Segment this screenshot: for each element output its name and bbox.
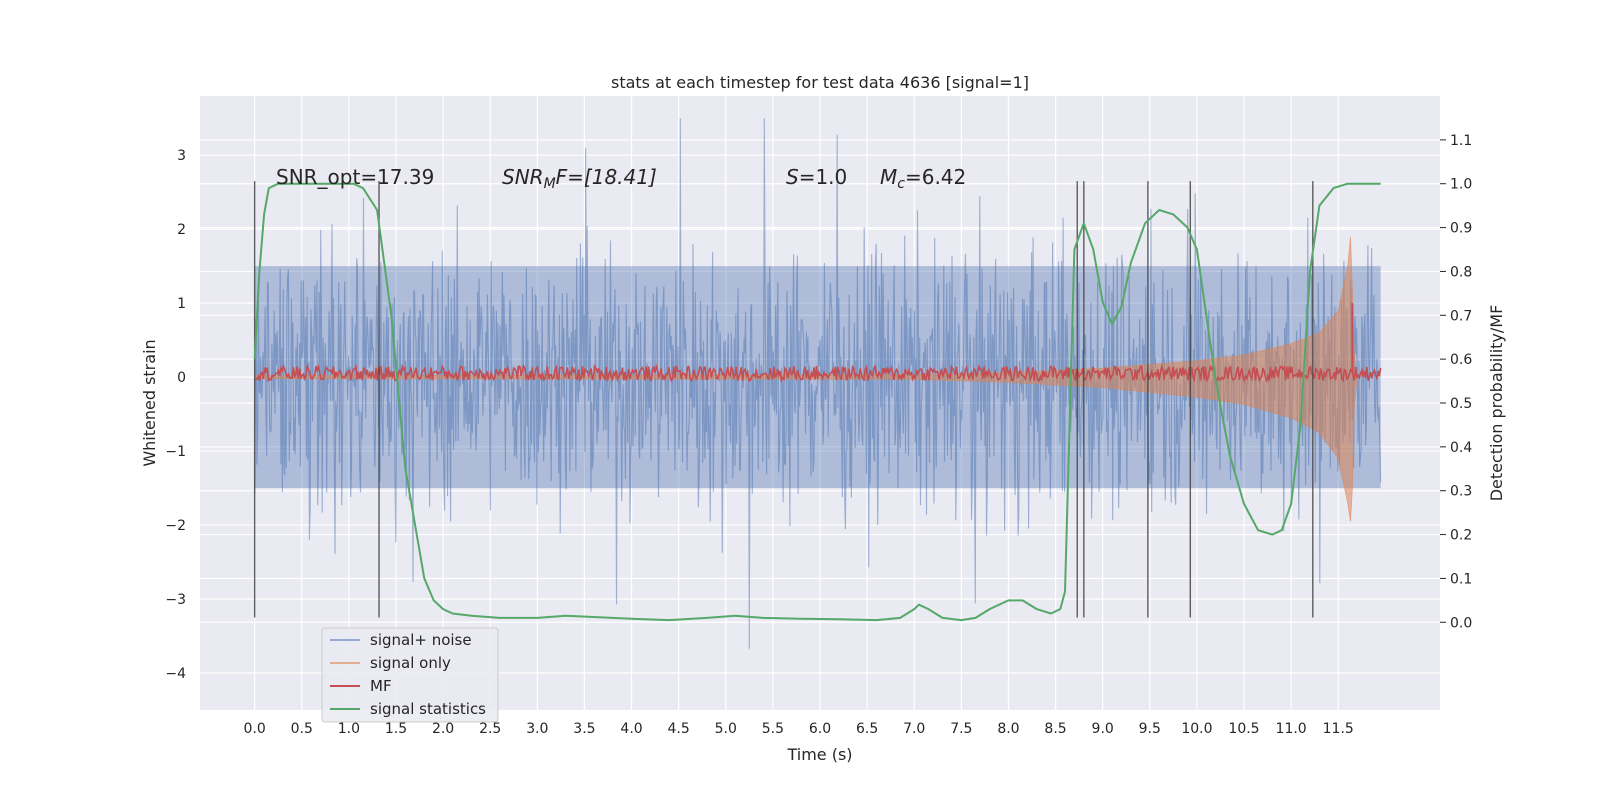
series-signal-noise-line — [254, 118, 1382, 649]
y-tick-label: −1 — [165, 444, 186, 460]
y-tick-label: 2 — [177, 222, 186, 238]
x-tick-label: 9.0 — [1092, 721, 1114, 737]
y2-tick-label: 1.0 — [1450, 177, 1472, 193]
series-signal-only-envelope — [254, 236, 1358, 522]
legend-label-signal-noise: signal+ noise — [370, 631, 472, 649]
y2-tick-label: 1.1 — [1450, 133, 1472, 149]
y2-tick-labels: 0.0 0.1 0.2 0.3 0.4 0.5 0.6 0.7 0.8 0.9 1.0 1.1 — [1440, 133, 1472, 631]
y-axis-label: Whitened strain — [140, 339, 159, 466]
legend-label-signal-only: signal only — [370, 654, 451, 672]
annotation-snr-opt: SNR_opt=17.39 — [276, 165, 434, 189]
y-tick-label: 1 — [177, 296, 186, 312]
x-tick-label: 5.0 — [715, 721, 737, 737]
series-signal-statistics-line — [253, 182, 1381, 622]
legend-label-mf: MF — [370, 677, 392, 695]
annotation-mc: Mc=6.42 — [880, 165, 966, 192]
y2-tick-label: 0.8 — [1450, 264, 1472, 280]
x-tick-label: 3.0 — [526, 721, 548, 737]
y-tick-label: −4 — [165, 666, 186, 682]
x-tick-label: 6.0 — [809, 721, 831, 737]
x-tick-label: 7.5 — [950, 721, 972, 737]
y2-tick-label: 0.3 — [1450, 484, 1472, 500]
data-layer — [253, 118, 1382, 649]
y2-tick-label: 0.0 — [1450, 615, 1472, 631]
y2-tick-label: 0.7 — [1450, 308, 1472, 324]
x-tick-label: 4.5 — [668, 721, 690, 737]
x-tick-label: 4.0 — [620, 721, 642, 737]
x-tick-label: 3.5 — [573, 721, 595, 737]
x-tick-label: 11.0 — [1276, 721, 1307, 737]
x-tick-label: 5.5 — [762, 721, 784, 737]
x-tick-label: 1.0 — [338, 721, 360, 737]
legend-label-signal-statistics: signal statistics — [370, 700, 486, 718]
annotations: SNR_opt=17.39 SNRMF=[18.41] S=1.0 Mc=6.4… — [276, 165, 966, 192]
x-tick-labels: 0.0 0.5 1.0 1.5 2.0 2.5 3.0 3.5 4.0 4.5 5.0 5.5 6.0 6… — [244, 721, 1354, 737]
y-tick-label: 0 — [177, 370, 186, 386]
y2-tick-label: 0.4 — [1450, 440, 1472, 456]
y2-axis-label: Detection probability/MF — [1487, 305, 1506, 502]
y2-tick-label: 0.5 — [1450, 396, 1472, 412]
annotation-s: S=1.0 — [786, 165, 847, 189]
x-tick-label: 0.5 — [291, 721, 313, 737]
legend-box — [321, 627, 499, 723]
x-tick-label: 10.5 — [1228, 721, 1259, 737]
y2-tick-label: 0.6 — [1450, 352, 1472, 368]
annotation-snr-mf: SNRMF=[18.41] — [502, 165, 657, 192]
legend: signal+ noise signal only MF signal stat… — [321, 627, 499, 723]
series-mf-line — [254, 363, 1382, 384]
x-tick-label: 6.5 — [856, 721, 878, 737]
x-tick-label: 10.0 — [1181, 721, 1212, 737]
y2-tick-label: 0.9 — [1450, 221, 1472, 237]
x-tick-label: 8.5 — [1044, 721, 1066, 737]
x-tick-label: 1.5 — [385, 721, 407, 737]
y-tick-label: −2 — [165, 518, 186, 534]
y-tick-label: −3 — [165, 592, 186, 608]
x-axis-label: Time (s) — [786, 745, 852, 764]
chart-title: stats at each timestep for test data 463… — [611, 73, 1029, 92]
y2-tick-label: 0.2 — [1450, 528, 1472, 544]
x-tick-label: 7.0 — [903, 721, 925, 737]
x-tick-label: 8.0 — [997, 721, 1019, 737]
x-tick-label: 2.0 — [432, 721, 454, 737]
x-tick-label: 11.5 — [1323, 721, 1354, 737]
x-tick-label: 2.5 — [479, 721, 501, 737]
x-tick-label: 9.5 — [1139, 721, 1161, 737]
x-tick-label: 0.0 — [244, 721, 266, 737]
y2-tick-label: 0.1 — [1450, 571, 1472, 587]
y-tick-labels: −4 −3 −2 −1 0 1 2 3 — [165, 148, 186, 682]
y-tick-label: 3 — [177, 148, 186, 164]
